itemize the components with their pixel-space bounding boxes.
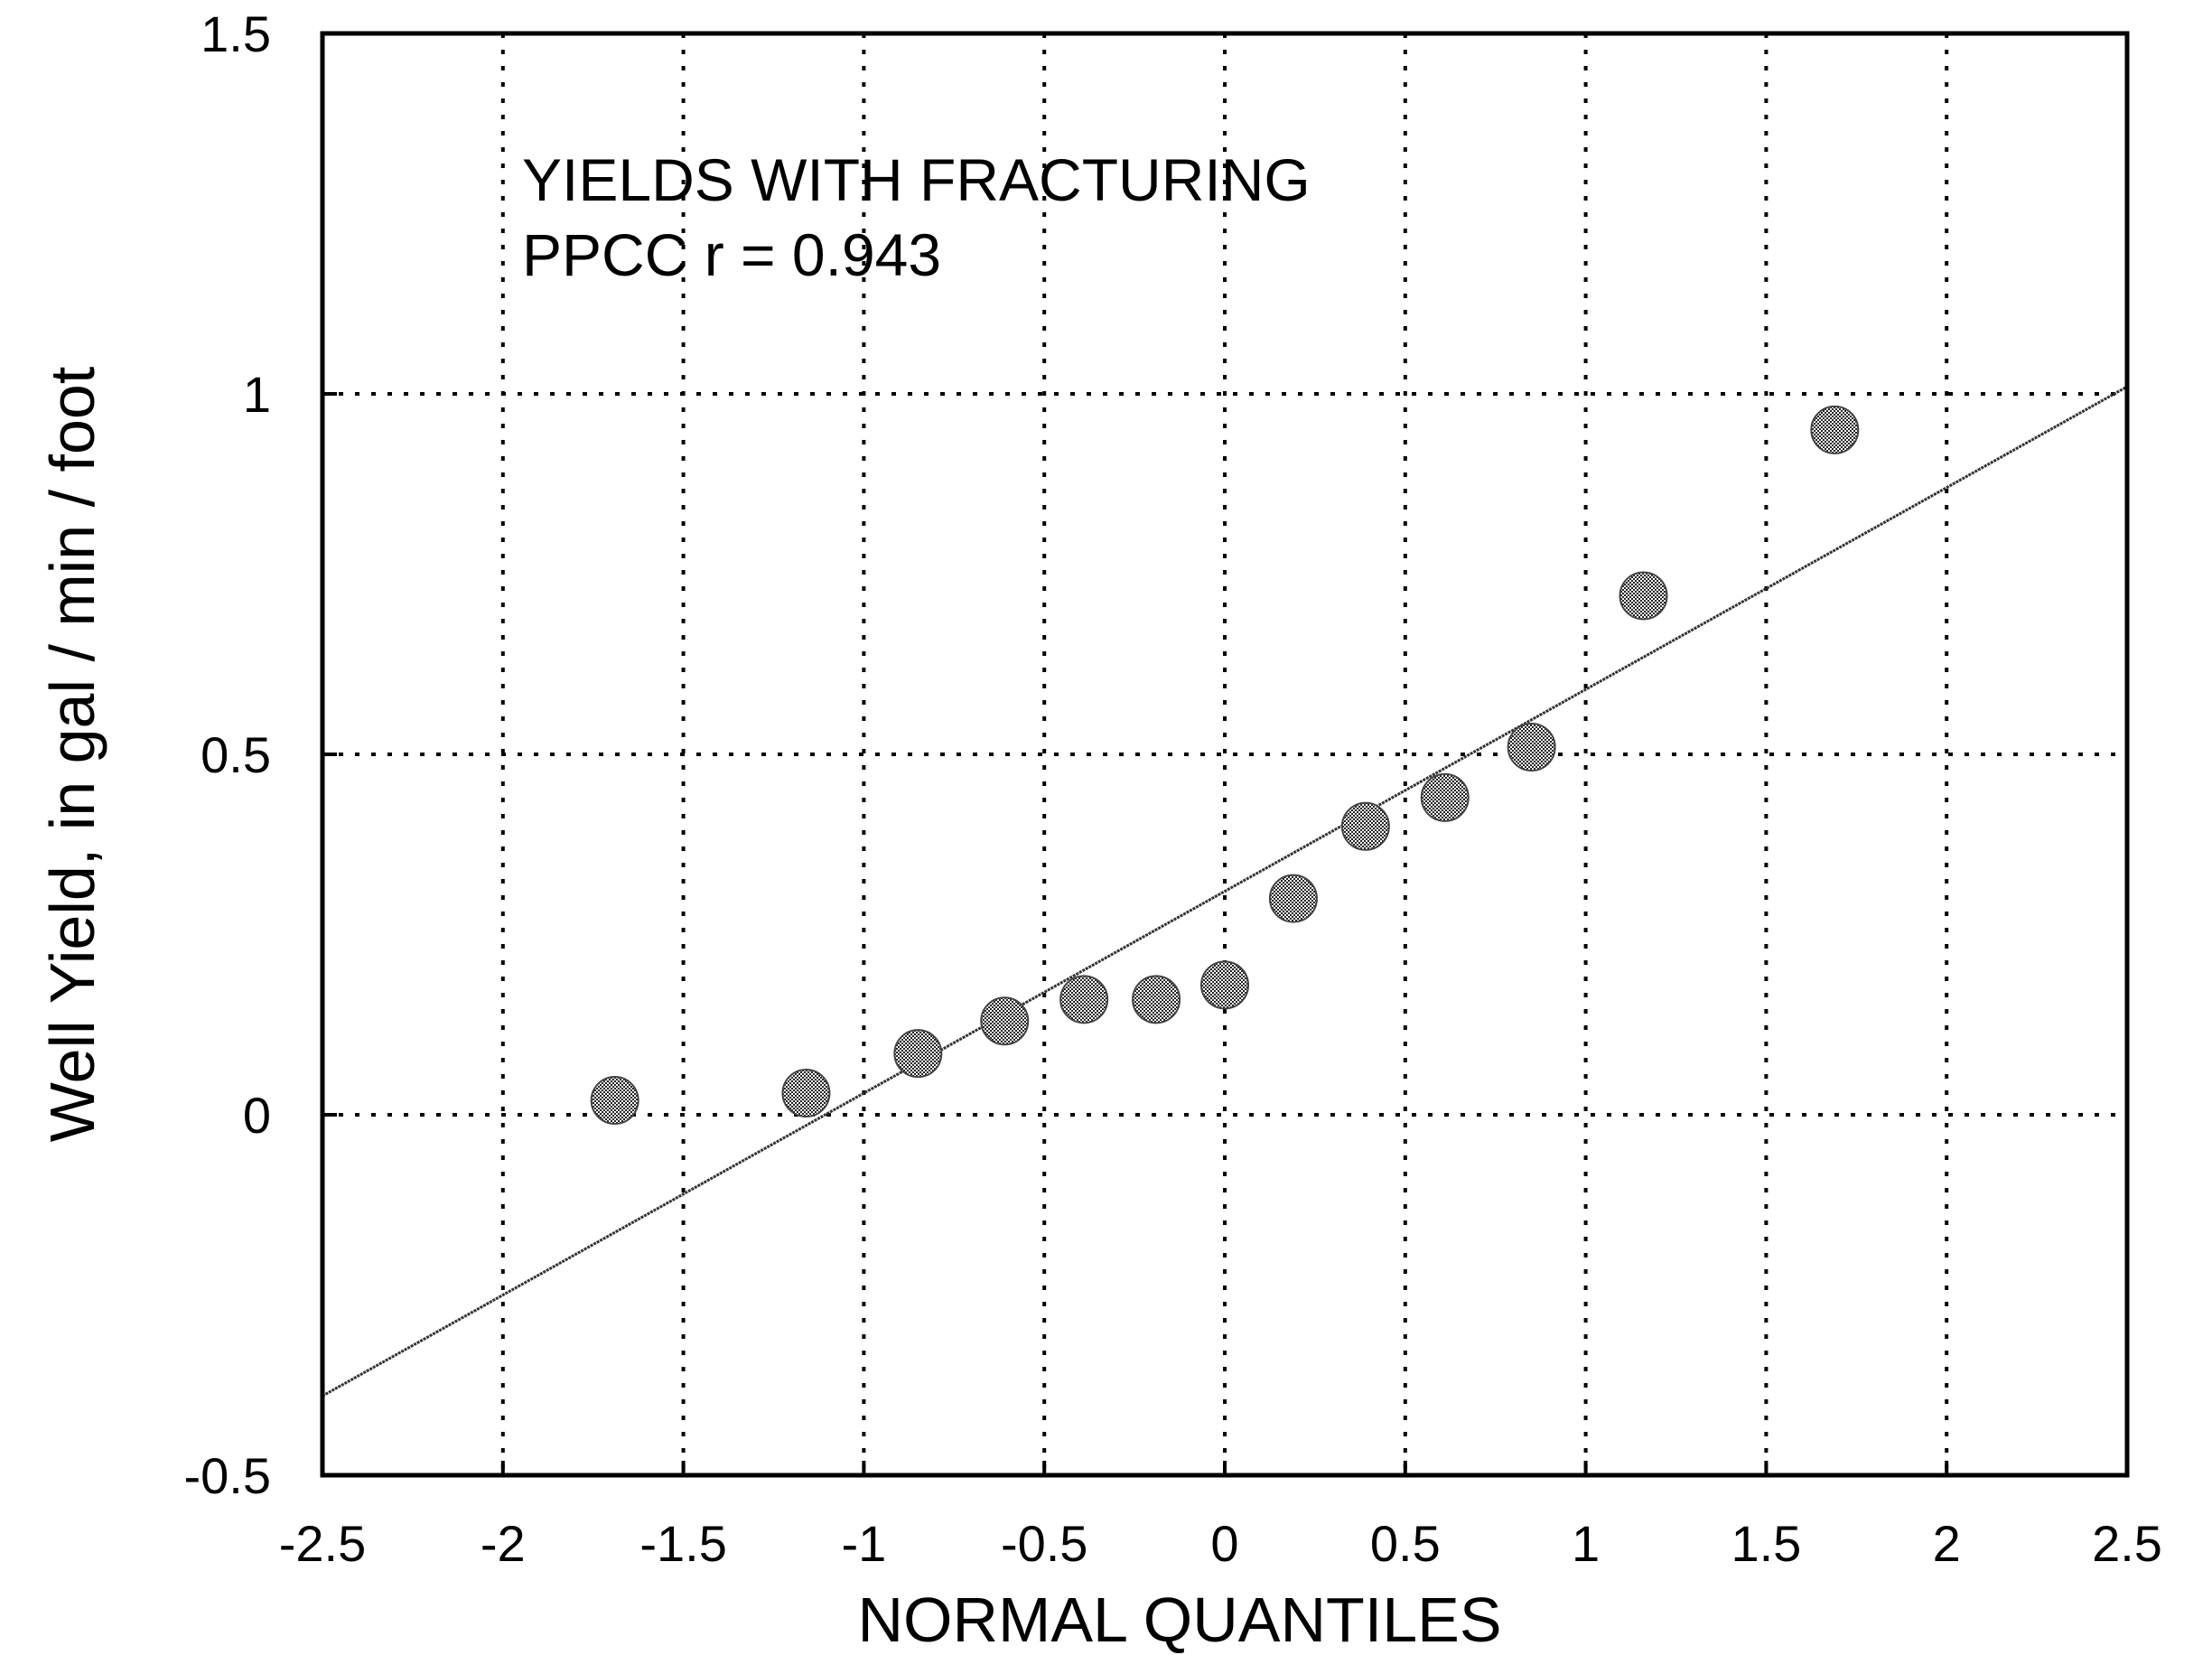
data-point bbox=[980, 996, 1030, 1046]
plot-frame bbox=[320, 31, 2130, 1478]
data-point bbox=[1059, 975, 1109, 1024]
annotation-title: YIELDS WITH FRACTURING bbox=[522, 146, 1311, 213]
x-tick-label: 0.5 bbox=[1370, 1515, 1441, 1572]
data-point bbox=[893, 1029, 943, 1079]
x-tick-label: 2 bbox=[1933, 1515, 1961, 1572]
data-point bbox=[1132, 975, 1181, 1024]
fit-line bbox=[322, 385, 2127, 1398]
data-point bbox=[1340, 801, 1390, 851]
annotation-ppcc: PPCC r = 0.943 bbox=[522, 221, 941, 288]
x-tick-label: -2.5 bbox=[279, 1515, 367, 1572]
data-point bbox=[1619, 571, 1668, 621]
x-tick-label: 1.5 bbox=[1731, 1515, 1801, 1572]
y-axis-title: Well Yield, in gal / min / foot bbox=[37, 367, 107, 1143]
x-tick-label: 0 bbox=[1210, 1515, 1238, 1572]
y-tick-label: -0.5 bbox=[184, 1447, 272, 1504]
x-axis-title: NORMAL QUANTILES bbox=[857, 1585, 1501, 1655]
x-tick-label: -1 bbox=[842, 1515, 887, 1572]
y-tick-label: 1.5 bbox=[201, 5, 271, 62]
data-point bbox=[1507, 723, 1556, 772]
data-point bbox=[1810, 405, 1860, 454]
y-tick-label: 1 bbox=[243, 366, 271, 423]
data-point bbox=[1200, 960, 1249, 1010]
x-tick-labels: -2.5 -2 -1.5 -1 -0.5 0 0.5 1 1.5 2 2.5 bbox=[279, 1515, 2162, 1572]
fit-line-group bbox=[322, 385, 2127, 1398]
x-tick-label: -2 bbox=[481, 1515, 526, 1572]
data-point bbox=[1420, 772, 1470, 822]
data-points bbox=[590, 405, 1860, 1126]
data-point bbox=[781, 1069, 831, 1118]
data-point bbox=[1268, 874, 1318, 923]
y-tick-label: 0.5 bbox=[201, 726, 271, 783]
x-tick-label: -1.5 bbox=[639, 1515, 727, 1572]
y-tick-label: 0 bbox=[243, 1087, 271, 1144]
x-tick-label: 1 bbox=[1572, 1515, 1600, 1572]
data-point bbox=[590, 1076, 639, 1126]
y-tick-labels: -0.5 0 0.5 1 1.5 bbox=[184, 5, 272, 1504]
x-tick-label: -0.5 bbox=[1001, 1515, 1088, 1572]
x-tick-label: 2.5 bbox=[2092, 1515, 2162, 1572]
